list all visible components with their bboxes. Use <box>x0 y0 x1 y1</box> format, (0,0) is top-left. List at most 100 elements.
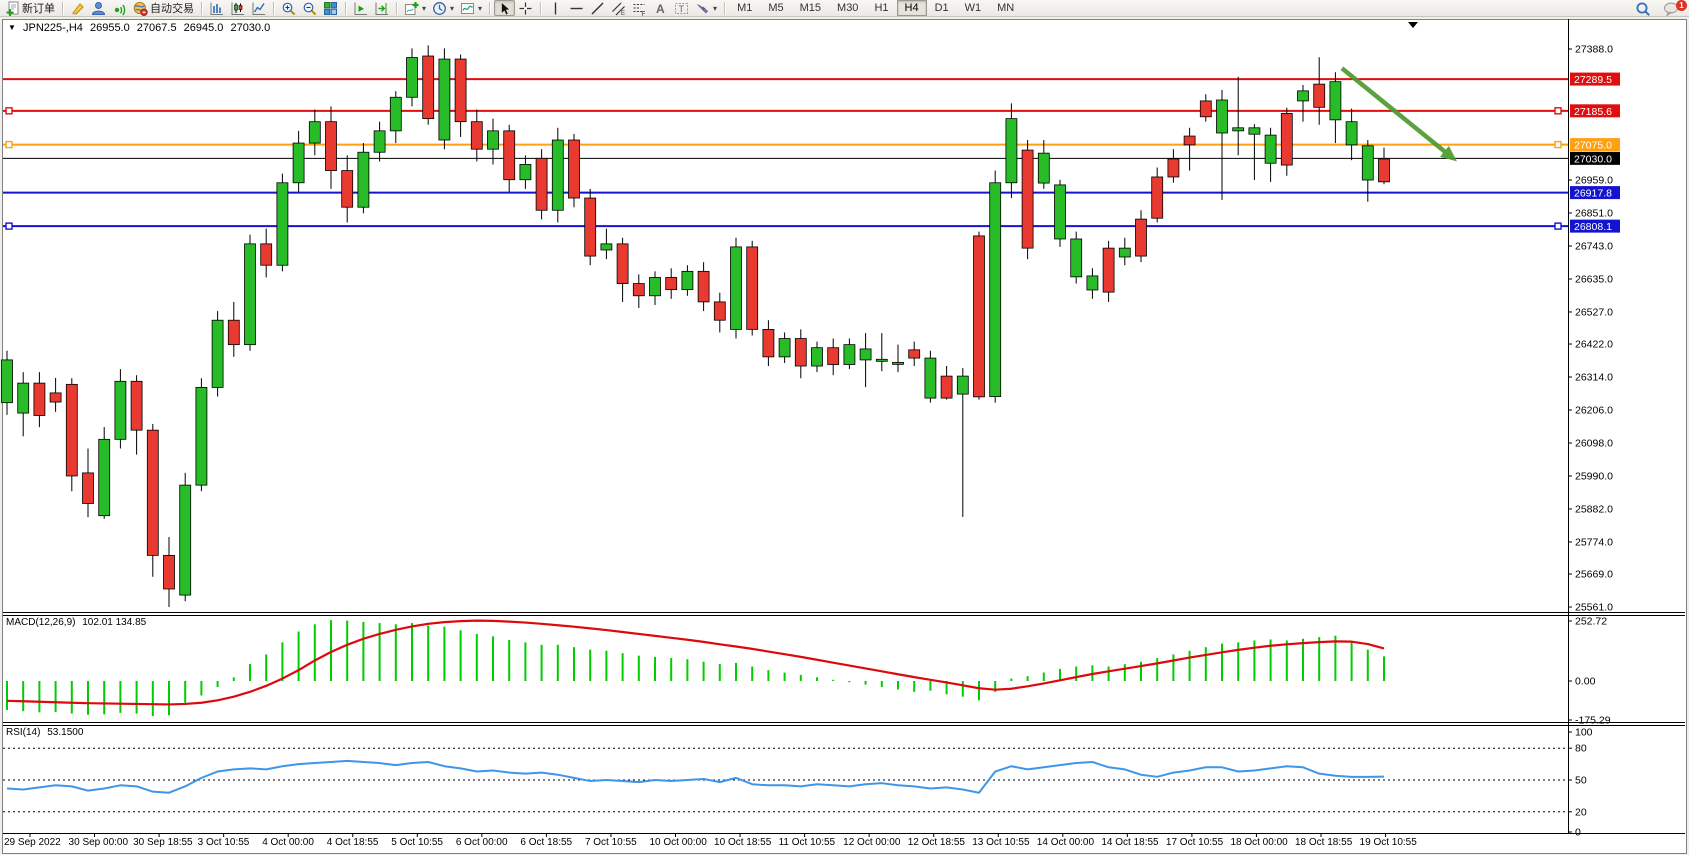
template-icon <box>460 1 475 16</box>
candle <box>260 228 273 278</box>
candle <box>924 350 937 403</box>
candle <box>1 350 13 415</box>
profile-button[interactable] <box>88 0 109 16</box>
scroll-to-end-button[interactable] <box>350 0 371 16</box>
trend-arrow[interactable] <box>1340 66 1457 162</box>
candle <box>179 472 192 602</box>
svg-text:T: T <box>679 4 685 14</box>
price-tick-label: 25990.0 <box>1575 470 1613 482</box>
candle <box>762 320 775 367</box>
chevron-down-icon[interactable]: ▾ <box>713 3 718 13</box>
candle <box>114 369 127 449</box>
fibonacci-button[interactable]: F <box>629 0 650 16</box>
vertical-line-button[interactable] <box>545 0 566 16</box>
periods-button[interactable]: ▾ <box>429 0 457 16</box>
label-button[interactable]: T <box>671 0 692 16</box>
toolbar-separator <box>201 1 202 15</box>
price-tick-label: 26206.0 <box>1575 405 1613 417</box>
timeframe-button-h1[interactable]: H1 <box>874 2 889 14</box>
chevron-down-icon[interactable]: ▾ <box>422 3 427 13</box>
hline-27075.0[interactable] <box>3 140 1568 149</box>
search-button[interactable] <box>1632 1 1654 17</box>
notification-badge: 1 <box>1676 0 1687 11</box>
candle <box>470 109 483 162</box>
price-tick-label: 26851.0 <box>1575 208 1613 220</box>
timeframe-button-m5[interactable]: M5 <box>768 2 784 14</box>
notifications-button[interactable]: 1 <box>1660 0 1687 17</box>
chart-shift-marker[interactable] <box>1408 22 1418 28</box>
hline-26808.1[interactable] <box>3 222 1568 230</box>
candle <box>438 48 451 150</box>
line-handle[interactable] <box>1554 140 1562 149</box>
line-handle[interactable] <box>5 140 13 149</box>
tile-windows-button[interactable] <box>320 0 341 16</box>
line-handle[interactable] <box>1554 107 1562 115</box>
timeframe-button-m15[interactable]: M15 <box>799 2 822 14</box>
timeframe-button-m30[interactable]: M30 <box>837 2 859 14</box>
candle <box>908 341 921 367</box>
timeframe-button-h4[interactable]: H4 <box>896 0 927 16</box>
line-handle[interactable] <box>5 222 13 230</box>
crosshair-button[interactable] <box>515 0 536 16</box>
timeframe-button-m1[interactable]: M1 <box>737 2 753 14</box>
price-tick-label: 25561.0 <box>1575 602 1613 614</box>
candle <box>130 375 143 455</box>
candle <box>1167 149 1180 183</box>
macd-signal-line <box>6 619 1385 706</box>
hline-27185.6[interactable] <box>3 107 1568 115</box>
candle <box>308 109 321 156</box>
candlestick-chart-button[interactable] <box>227 0 248 16</box>
svg-text:26917.8: 26917.8 <box>1574 188 1612 200</box>
date-tick-label: 7 Oct 10:55 <box>585 837 637 848</box>
shapes-button[interactable]: ▾ <box>692 0 720 16</box>
zoom-out-icon <box>302 1 317 16</box>
candle <box>713 292 726 333</box>
price-tick-label: 25774.0 <box>1575 536 1613 548</box>
line-handle[interactable] <box>1554 222 1562 230</box>
auto-trading-button[interactable]: 自动交易 <box>130 0 197 16</box>
zoom-out-button[interactable] <box>299 0 320 16</box>
crosshair-icon <box>518 1 533 16</box>
candle <box>584 188 597 266</box>
broadcast-button[interactable] <box>109 0 130 16</box>
candle <box>730 237 742 339</box>
rsi-panel: 100 80 50 20 0 <box>3 727 1593 839</box>
price-tick-label: 26314.0 <box>1575 372 1613 384</box>
date-tick-label: 6 Oct 00:00 <box>456 837 508 848</box>
timeframe-button-w1[interactable]: W1 <box>964 2 982 14</box>
candle <box>195 378 208 492</box>
svg-text:A: A <box>656 2 665 16</box>
template-button[interactable]: ▾ <box>457 0 485 16</box>
line-handle[interactable] <box>5 107 13 115</box>
price-tick-label: 26635.0 <box>1575 273 1613 285</box>
candle <box>1183 127 1196 171</box>
new-order-button[interactable]: 新订单 <box>2 0 58 16</box>
bar-chart-button[interactable] <box>206 0 227 16</box>
add-indicator-button[interactable]: ▾ <box>401 0 429 16</box>
candle <box>1151 167 1164 223</box>
toolbar-separator <box>396 1 397 15</box>
crayon-button[interactable] <box>67 0 88 16</box>
candle <box>1313 57 1326 125</box>
candle <box>665 268 678 299</box>
candle <box>503 124 516 192</box>
trendline-button[interactable] <box>587 0 608 16</box>
chevron-down-icon[interactable]: ▾ <box>478 3 483 13</box>
broadcast-icon <box>112 1 127 16</box>
channel-button[interactable]: E <box>608 0 629 16</box>
horizontal-line-button[interactable] <box>566 0 587 16</box>
line-chart-button[interactable] <box>248 0 269 16</box>
chevron-down-icon[interactable]: ▾ <box>450 3 455 13</box>
chart-shift-button[interactable] <box>371 0 392 16</box>
rsi-line <box>6 759 1385 794</box>
rsi-axis-label: 100 <box>1575 727 1593 739</box>
zoom-in-button[interactable] <box>278 0 299 16</box>
text-button[interactable]: A <box>650 0 671 16</box>
timeframe-button-d1[interactable]: D1 <box>934 2 949 14</box>
candle <box>276 173 289 272</box>
cursor-button[interactable] <box>494 0 516 16</box>
candle <box>373 121 386 162</box>
timeframe-button-mn[interactable]: MN <box>997 2 1015 14</box>
candle <box>1361 140 1374 202</box>
